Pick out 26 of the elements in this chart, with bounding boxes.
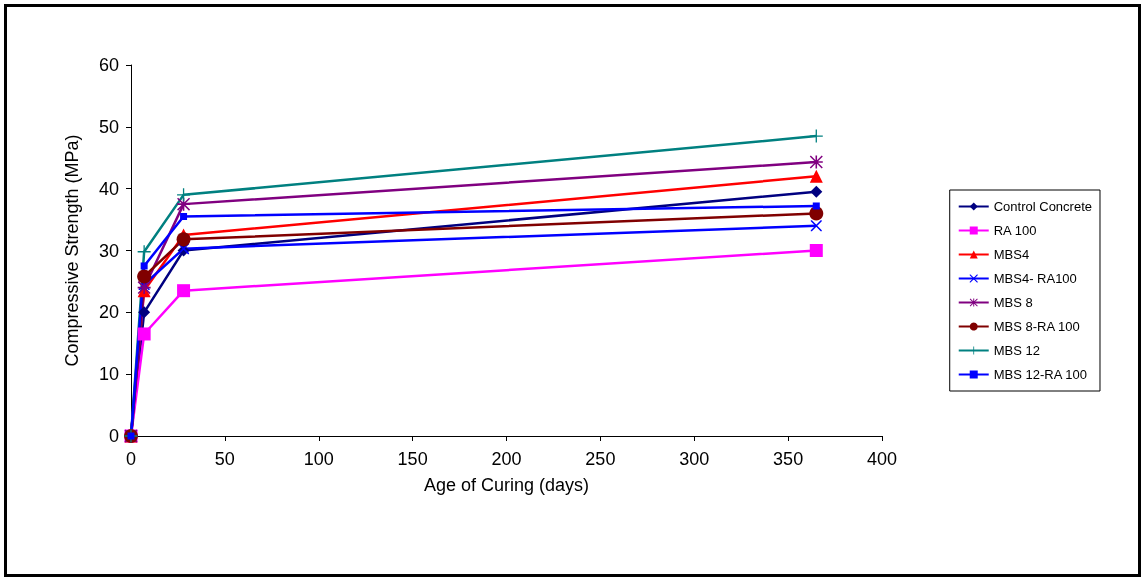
legend-label: MBS 8 (993, 295, 1033, 310)
legend-label: Control Concrete (993, 199, 1093, 214)
y-axis-title: Compressive Strength (MPa) (62, 134, 82, 367)
y-tick-label: 30 (98, 240, 119, 261)
legend-label: MBS 8-RA 100 (993, 319, 1080, 334)
y-tick-label: 20 (98, 302, 119, 323)
legend-label: RA 100 (993, 223, 1037, 238)
x-tick-label: 200 (491, 449, 522, 469)
x-tick-label: 150 (397, 449, 428, 469)
legend-label: MBS 12 (993, 343, 1040, 358)
x-tick-label: 350 (773, 449, 804, 469)
legend-label: MBS4 (993, 247, 1030, 262)
legend-label: MBS 12-RA 100 (993, 367, 1087, 382)
y-tick-label: 50 (98, 116, 119, 137)
x-tick-label: 250 (585, 449, 616, 469)
x-tick-label: 300 (679, 449, 710, 469)
legend-label: MBS4- RA100 (993, 271, 1077, 286)
y-tick-label: 60 (98, 55, 119, 75)
x-axis-title: Age of Curing (days) (423, 475, 590, 495)
x-tick-label: 50 (214, 449, 235, 469)
y-tick-label: 10 (98, 364, 119, 385)
x-tick-label: 400 (866, 449, 898, 469)
y-tick-label: 0 (108, 426, 119, 446)
x-tick-label: 100 (303, 449, 334, 469)
x-tick-label: 0 (125, 449, 137, 469)
y-tick-label: 40 (98, 178, 119, 199)
